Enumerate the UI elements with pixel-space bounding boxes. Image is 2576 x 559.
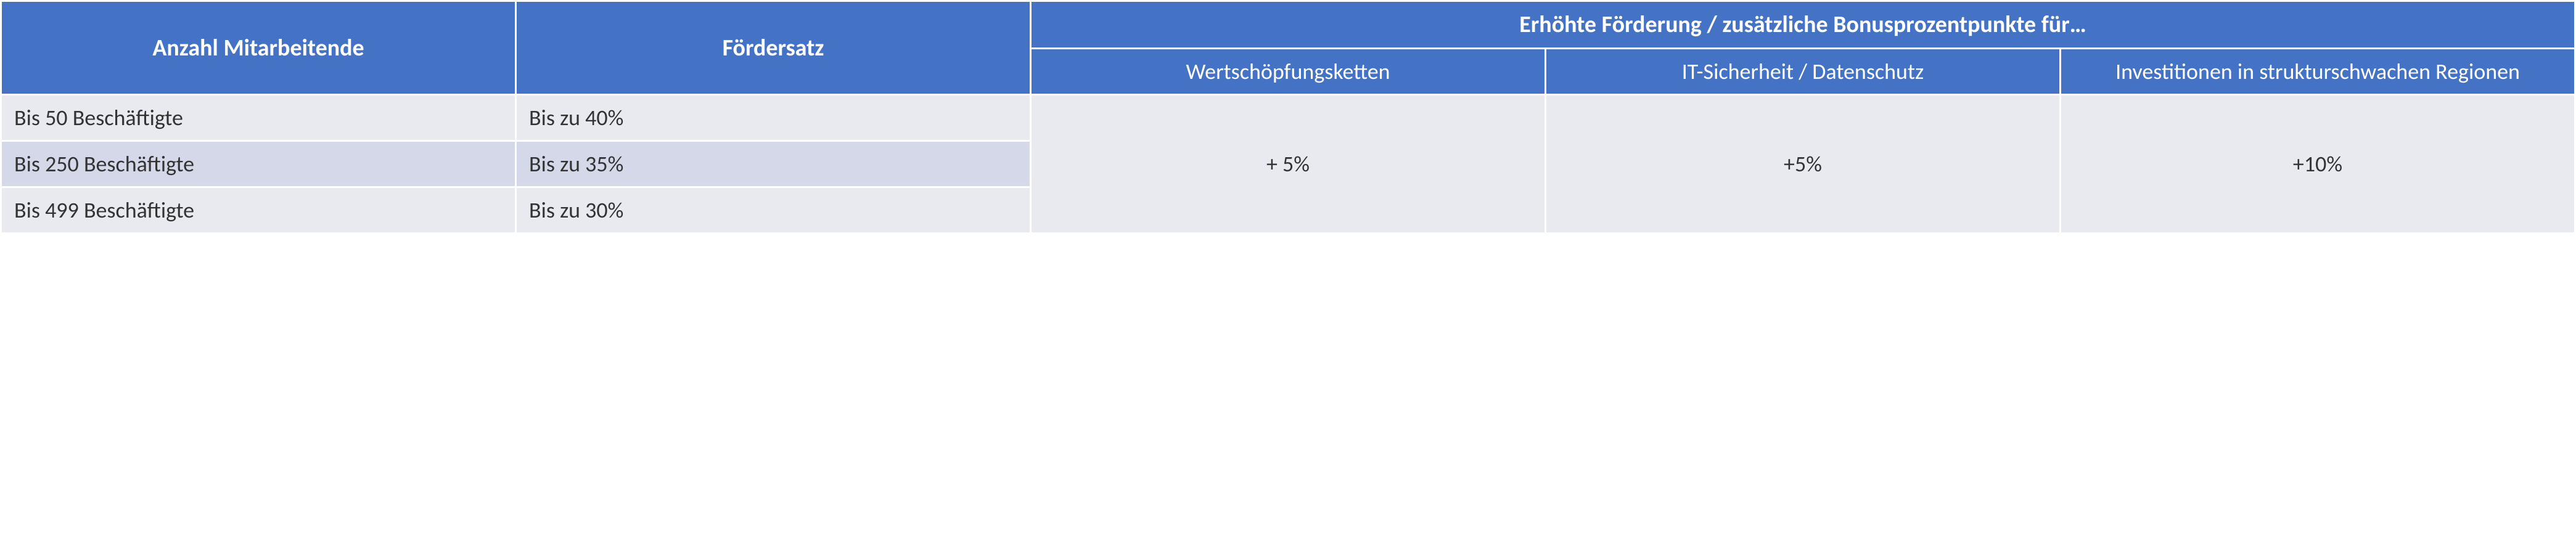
header-rate: Fördersatz	[516, 1, 1031, 95]
header-employees: Anzahl Mitarbeitende	[1, 1, 516, 95]
subheader-it-security: IT-Sicherheit / Datenschutz	[1546, 49, 2061, 95]
header-bonus-spanning: Erhöhte Förderung / zusätzliche Bonuspro…	[1031, 1, 2575, 49]
cell-rate-3: Bis zu 30%	[516, 187, 1031, 234]
cell-employees-2: Bis 250 Beschäftigte	[1, 141, 516, 187]
subheader-value-chain: Wertschöpfungsketten	[1031, 49, 1546, 95]
funding-table: Anzahl Mitarbeitende Fördersatz Erhöhte …	[0, 0, 2576, 234]
subheader-investment: Investitionen in strukturschwachen Regio…	[2061, 49, 2575, 95]
cell-bonus-it-security: +5%	[1546, 95, 2061, 234]
cell-rate-2: Bis zu 35%	[516, 141, 1031, 187]
cell-employees-1: Bis 50 Beschäftigte	[1, 95, 516, 141]
table-row: Bis 50 Beschäftigte Bis zu 40% + 5% +5% …	[1, 95, 2575, 141]
cell-bonus-value-chain: + 5%	[1031, 95, 1546, 234]
cell-employees-3: Bis 499 Beschäftigte	[1, 187, 516, 234]
cell-rate-1: Bis zu 40%	[516, 95, 1031, 141]
header-row-1: Anzahl Mitarbeitende Fördersatz Erhöhte …	[1, 1, 2575, 49]
cell-bonus-investment: +10%	[2061, 95, 2575, 234]
